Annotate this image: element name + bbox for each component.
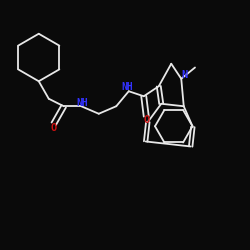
Text: N: N — [182, 70, 188, 80]
Text: O: O — [143, 115, 150, 125]
Text: NH: NH — [122, 82, 134, 92]
Text: NH: NH — [76, 98, 88, 108]
Text: O: O — [50, 122, 57, 132]
